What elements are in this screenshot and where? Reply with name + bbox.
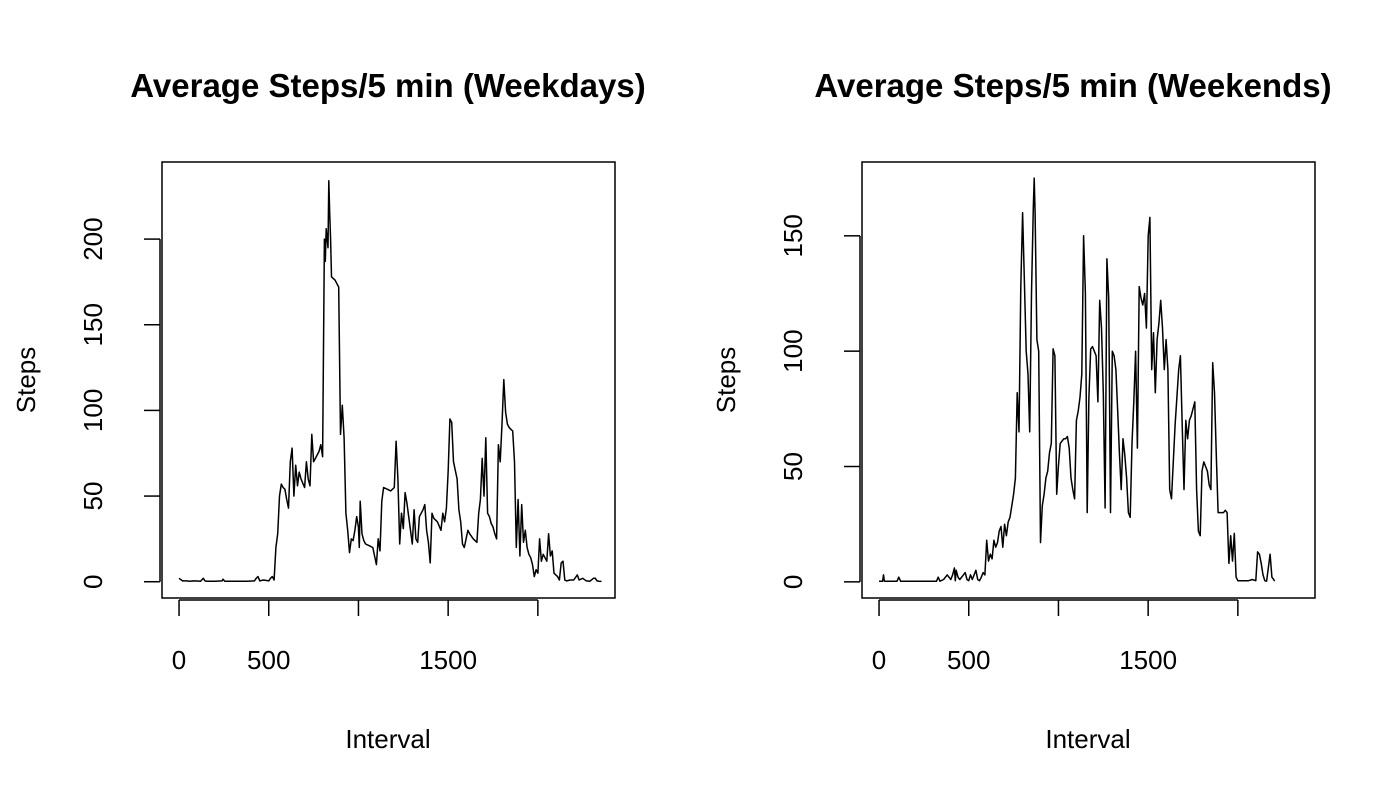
- y-axis-label: Steps: [711, 347, 741, 414]
- x-axis-label: Interval: [1045, 724, 1130, 754]
- y-tick-label: 0: [78, 574, 108, 588]
- x-axis: 0 500 1500: [872, 599, 1239, 675]
- y-tick-label: 100: [778, 329, 808, 372]
- x-axis-label: Interval: [345, 724, 430, 754]
- plot-frame: [161, 161, 616, 599]
- y-tick-label: 50: [78, 482, 108, 511]
- x-tick-label: 500: [247, 645, 290, 675]
- weekdays-chart: Average Steps/5 min (Weekdays) 0 500 1500 …: [11, 67, 646, 754]
- weekends-chart: Average Steps/5 min (Weekends) 0 500 1500 …: [711, 67, 1332, 754]
- series-line: [178, 180, 602, 583]
- chart-title: Average Steps/5 min (Weekends): [814, 67, 1331, 104]
- y-axis: 0 50 100 150: [778, 214, 861, 589]
- y-tick-label: 50: [778, 452, 808, 481]
- chart-title: Average Steps/5 min (Weekdays): [130, 67, 645, 104]
- x-tick-label: 1500: [419, 645, 477, 675]
- x-tick-label: 0: [872, 645, 886, 675]
- y-tick-label: 0: [778, 575, 808, 589]
- x-tick-label: 0: [172, 645, 186, 675]
- y-axis-label: Steps: [11, 347, 41, 414]
- x-axis: 0 500 1500: [172, 599, 539, 675]
- series-line: [879, 177, 1276, 582]
- y-tick-label: 100: [78, 389, 108, 432]
- y-tick-label: 150: [778, 214, 808, 257]
- x-tick-label: 500: [947, 645, 990, 675]
- plot-frame: [861, 161, 1316, 599]
- y-tick-label: 200: [78, 217, 108, 260]
- y-axis: 0 50 100 150 200: [78, 217, 161, 589]
- x-tick-label: 1500: [1119, 645, 1177, 675]
- y-tick-label: 150: [78, 303, 108, 346]
